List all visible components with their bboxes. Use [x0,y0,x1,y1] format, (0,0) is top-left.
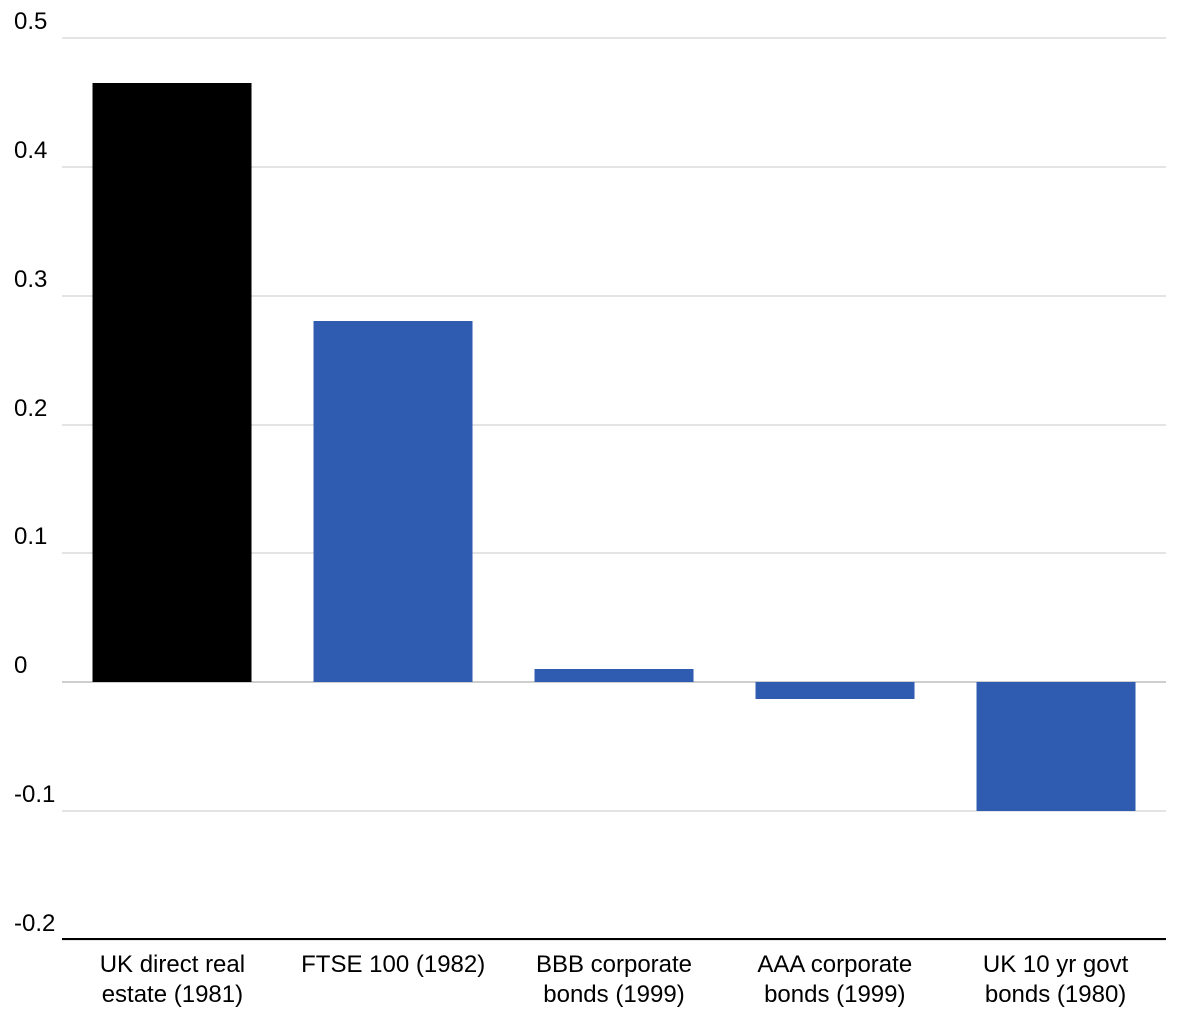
bars-container [62,38,1166,940]
x-axis-line [62,938,1166,940]
y-tick-label: 0 [14,654,27,678]
y-tick-label: 0.2 [14,397,47,421]
y-tick-label: -0.2 [14,912,55,936]
x-tick-label: UK direct real estate (1981) [62,950,283,1010]
correlation-bar-chart: -0.2 -0.1 0 0.1 0.2 0.3 0.4 0.5 UK direct real … [0,0,1186,1030]
bar-slot [283,38,504,940]
bar [535,669,694,682]
x-tick-label: BBB corporate bonds (1999) [504,950,725,1010]
bar [314,321,473,682]
bar-slot [724,38,945,940]
y-tick-label: -0.1 [14,783,55,807]
x-axis-labels: UK direct real estate (1981)FTSE 100 (19… [62,950,1166,1010]
plot-area [62,38,1166,940]
y-tick-label: 0.4 [14,139,47,163]
x-tick-label: UK 10 yr govt bonds (1980) [945,950,1166,1010]
bar-slot [504,38,725,940]
y-tick-label: 0.1 [14,525,47,549]
y-tick-label: 0.3 [14,268,47,292]
bar [93,83,252,682]
bar [755,682,914,699]
y-tick-label: 0.5 [14,10,47,34]
bar-slot [62,38,283,940]
x-tick-label: AAA corporate bonds (1999) [724,950,945,1010]
bar-slot [945,38,1166,940]
x-tick-label: FTSE 100 (1982) [283,950,504,1010]
bar [976,682,1135,811]
